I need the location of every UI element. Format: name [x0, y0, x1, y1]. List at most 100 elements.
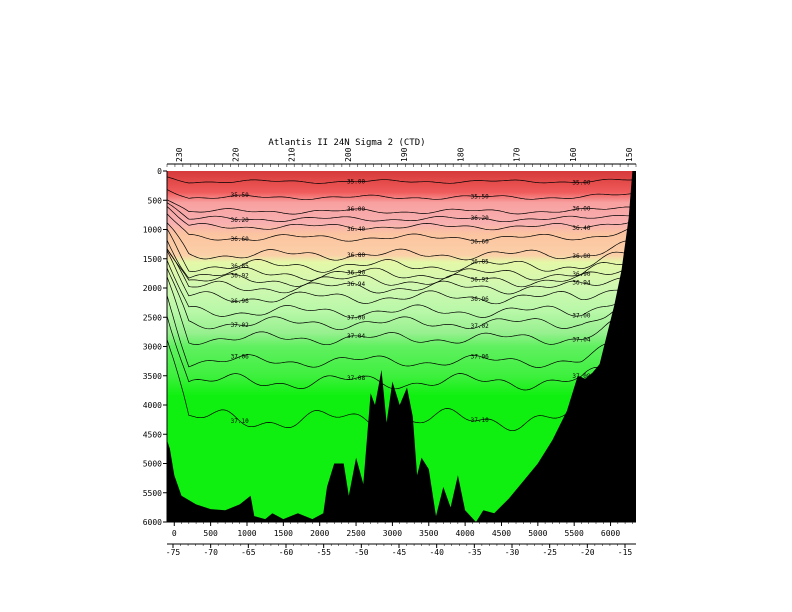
y-tick-label: 2000: [143, 284, 162, 293]
contour-line: [167, 315, 636, 391]
contour-label: 36.40: [347, 226, 365, 233]
contour-line: [167, 213, 636, 242]
contour-label: 36.20: [471, 215, 489, 222]
contour-label: 37.02: [231, 322, 249, 329]
contour-label: 36.40: [572, 225, 590, 232]
y-tick-label: 1000: [143, 226, 162, 235]
contour-label: 37.06: [471, 353, 489, 360]
contour-label: 36.85: [231, 263, 249, 270]
contour-label: 37.04: [572, 337, 590, 344]
contour-label: 36.96: [471, 296, 489, 303]
contour-label: 36.00: [347, 206, 365, 213]
x-tick-label: 3000: [383, 529, 402, 538]
contour-label: 36.60: [231, 236, 249, 243]
station-tick-label: 220: [231, 147, 240, 162]
x-tick-label: 1000: [237, 529, 256, 538]
y-tick-label: 5000: [143, 460, 162, 469]
contour-label: 37.10: [471, 417, 489, 424]
contour-line: [167, 295, 636, 368]
y-tick-label: 5500: [143, 489, 162, 498]
contour-label: 37.04: [347, 333, 365, 340]
lon-tick-label: -40: [429, 548, 444, 557]
station-tick-label: 230: [175, 147, 184, 162]
contour-label: 36.92: [231, 273, 249, 280]
y-tick-label: 3500: [143, 372, 162, 381]
lon-tick-label: -45: [392, 548, 407, 557]
contour-line: [167, 276, 636, 346]
lon-tick-label: -15: [618, 548, 633, 557]
contour-line: [167, 189, 636, 201]
ocean-bottom: [167, 171, 636, 522]
longitude-axis: -75 -70 -65 -60 -55 -50 -45 -40 -35 -30 -25 -20 -15: [166, 543, 636, 557]
contour-lines: 35.00 35.00 35.50 35.50 36.00 36.00 36.20 36.20…: [167, 176, 636, 432]
contour-label: 36.00: [572, 206, 590, 213]
x-tick-label: 4000: [455, 529, 474, 538]
contour-label: 37.00: [347, 314, 365, 321]
contour-label: 36.60: [471, 238, 489, 245]
contour-label: 36.80: [347, 252, 365, 259]
contour-line: [167, 248, 636, 295]
station-tick-label: 170: [513, 147, 522, 162]
lon-tick-label: -35: [467, 548, 482, 557]
contour-label: 36.94: [347, 281, 365, 288]
lon-tick-label: -70: [203, 548, 218, 557]
x-tick-label: 500: [203, 529, 218, 538]
lon-tick-label: -30: [505, 548, 520, 557]
station-tick-label: 210: [288, 147, 297, 162]
contour-label: 36.94: [572, 280, 590, 287]
station-tick-label: 150: [625, 147, 634, 162]
x-tick-label: 5000: [528, 529, 547, 538]
contour-label: 35.50: [471, 194, 489, 201]
x-tick-label: 3500: [419, 529, 438, 538]
y-axis: 0 500 1000 1500 2000 2500 3000 3500 4000 4500 5000…: [143, 167, 168, 527]
contour-label: 37.08: [347, 375, 365, 382]
x-tick-label: 2500: [346, 529, 365, 538]
contour-label: 37.08: [572, 373, 590, 380]
lon-tick-label: -60: [279, 548, 294, 557]
x-tick-label: 6000: [601, 529, 620, 538]
contour-label: 37.10: [231, 418, 249, 425]
lon-tick-label: -20: [580, 548, 595, 557]
x-tick-label: 0: [172, 529, 177, 538]
contour-label: 36.96: [231, 298, 249, 305]
y-tick-label: 4500: [143, 430, 162, 439]
contour-label: 36.80: [572, 253, 590, 260]
station-tick-label: 160: [569, 147, 578, 162]
y-tick-label: 500: [148, 196, 163, 205]
contour-label: 35.00: [347, 179, 365, 186]
contour-line: [167, 176, 636, 184]
x-tick-label: 1500: [274, 529, 293, 538]
lon-tick-label: -75: [166, 548, 181, 557]
contour-line: [167, 267, 636, 331]
lon-tick-label: -25: [542, 548, 557, 557]
y-tick-label: 2500: [143, 313, 162, 322]
contour-line: [167, 206, 636, 231]
contour-label: 35.00: [572, 180, 590, 187]
lon-tick-label: -50: [354, 548, 369, 557]
x-tick-label: 2000: [310, 529, 329, 538]
lon-tick-label: -65: [241, 548, 256, 557]
lon-tick-label: -55: [316, 548, 331, 557]
contour-label: 36.90: [347, 270, 365, 277]
contour-label: 36.20: [231, 217, 249, 224]
contour-line: [167, 250, 636, 305]
x-tick-label: 5500: [565, 529, 584, 538]
contour-label: 37.00: [572, 313, 590, 320]
contour-line: [167, 222, 636, 261]
contour-label: 35.50: [231, 192, 249, 199]
contour-label: 37.02: [471, 323, 489, 330]
y-tick-label: 0: [157, 167, 162, 176]
station-tick-label: 200: [344, 147, 353, 162]
y-tick-label: 6000: [143, 518, 162, 527]
station-tick-label: 180: [456, 147, 465, 162]
contour-label: 36.85: [471, 259, 489, 266]
station-tick-label: 190: [400, 147, 409, 162]
x-tick-label: 4500: [492, 529, 511, 538]
x-axis: 0 500 1000 1500 2000 2500 3000 3500 4000 4500 5000…: [167, 521, 636, 538]
chart-title: Atlantis II 24N Sigma 2 (CTD): [268, 138, 425, 148]
contour-label: 37.06: [231, 354, 249, 361]
station-axis: 230 220 210 200 190 180 170 160 150: [166, 147, 637, 167]
contour-label: 36.92: [471, 276, 489, 283]
contour-line: [167, 199, 636, 215]
